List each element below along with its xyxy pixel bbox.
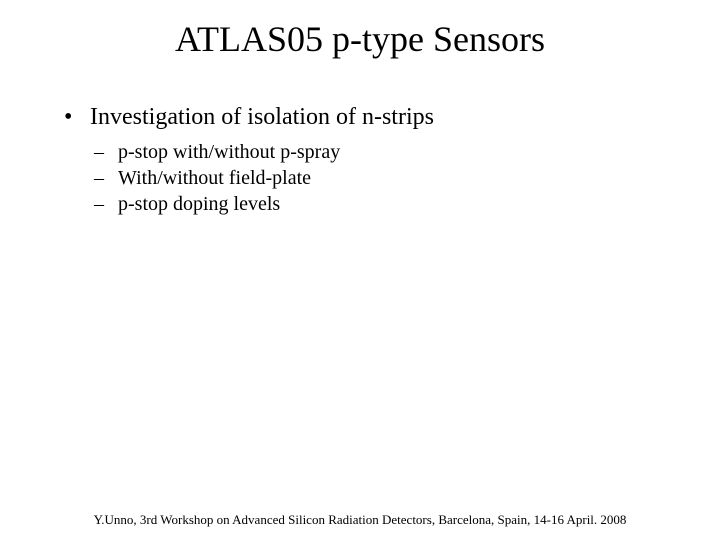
sub-bullet-item: p-stop doping levels bbox=[90, 193, 680, 216]
footer-text: Y.Unno, 3rd Workshop on Advanced Silicon… bbox=[0, 512, 720, 528]
slide-title: ATLAS05 p-type Sensors bbox=[0, 18, 720, 60]
sub-bullet-list: p-stop with/without p-spray With/without… bbox=[90, 141, 680, 216]
bullet-text: Investigation of isolation of n-strips bbox=[90, 104, 434, 130]
bullet-item: Investigation of isolation of n-strips p… bbox=[64, 104, 680, 216]
bullet-list: Investigation of isolation of n-strips p… bbox=[64, 104, 680, 224]
slide: ATLAS05 p-type Sensors Investigation of … bbox=[0, 0, 720, 540]
sub-bullet-item: p-stop with/without p-spray bbox=[90, 141, 680, 164]
sub-bullet-item: With/without field-plate bbox=[90, 167, 680, 190]
